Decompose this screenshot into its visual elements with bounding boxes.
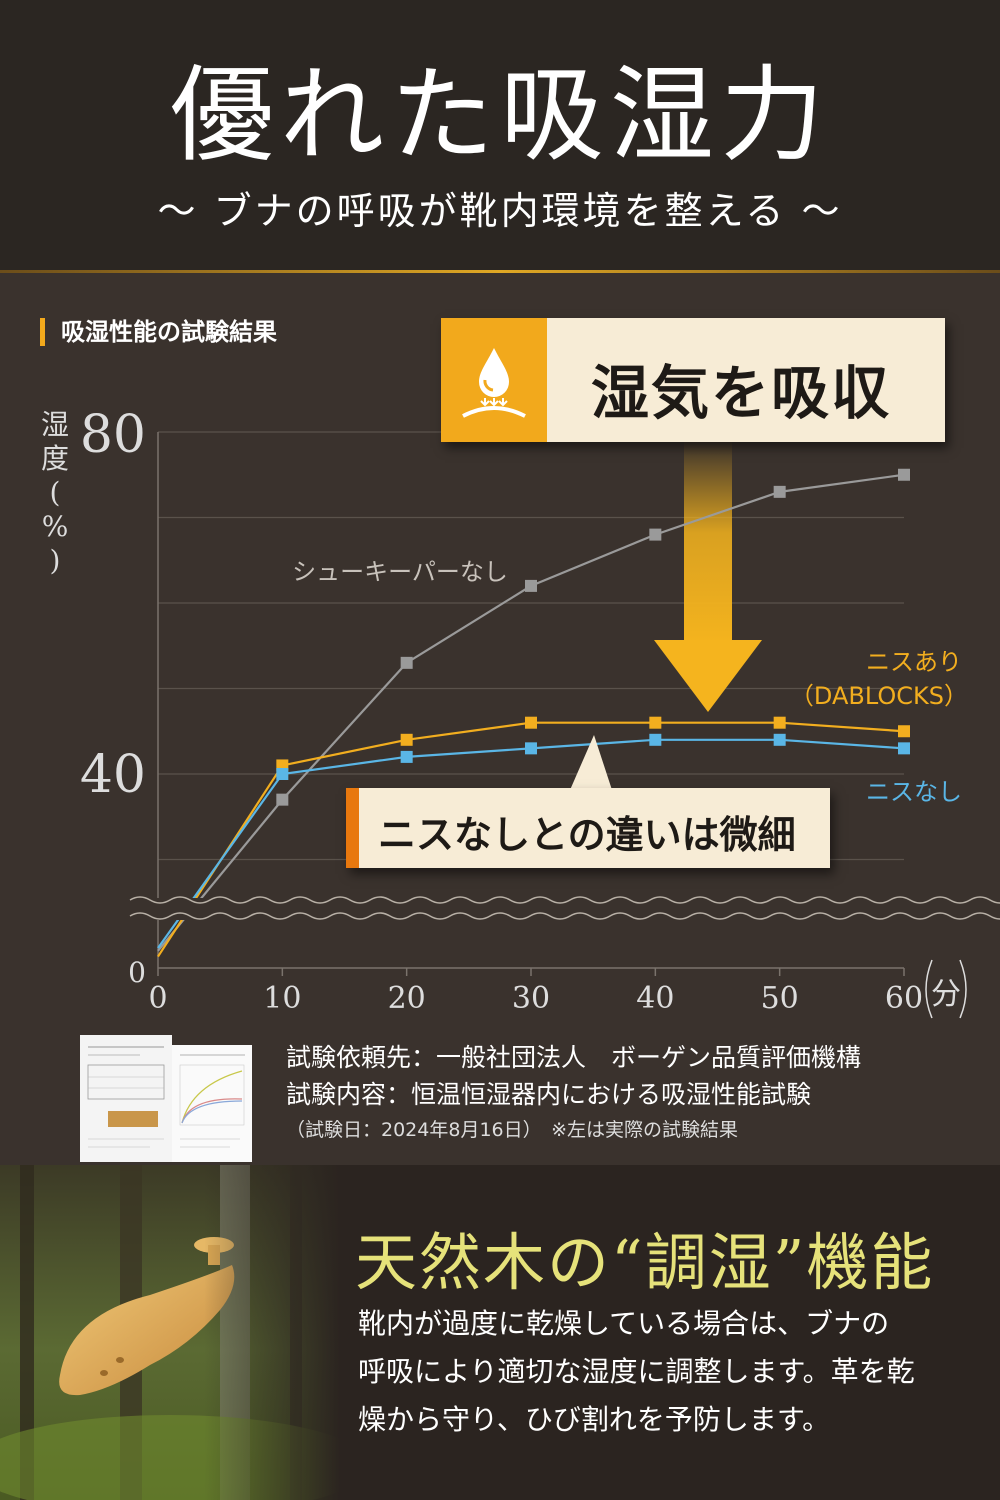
water-drop-icon xyxy=(441,318,547,442)
feature-body: 靴内が過度に乾燥している場合は、ブナの 呼吸により適切な湿度に調整します。革を乾… xyxy=(358,1300,978,1444)
feature-title: 天然木の“調湿”機能 xyxy=(355,1226,935,1299)
axis-break-wave xyxy=(129,896,1000,904)
axis-break-band xyxy=(130,898,975,920)
series-label-gray: シューキーパーなし xyxy=(292,558,508,586)
data-point xyxy=(525,716,537,729)
header xyxy=(0,0,1000,270)
data-point xyxy=(276,793,289,806)
data-point xyxy=(649,528,662,541)
data-point xyxy=(773,733,786,746)
x-axis-label: 分 xyxy=(931,977,961,1012)
page-subtitle: 〜 ブナの呼吸が靴内環境を整える 〜 xyxy=(157,189,843,233)
axis-break-wave xyxy=(129,912,1000,920)
feature-body-line: 燥から守り、ひび割れを予防します。 xyxy=(358,1403,831,1436)
data-point xyxy=(649,733,662,746)
header-divider xyxy=(0,270,1000,273)
callout-difference: ニスなしとの違いは微細 xyxy=(346,788,830,868)
feature-body-line: 呼吸により適切な湿度に調整します。革を乾 xyxy=(358,1355,915,1388)
data-point xyxy=(649,716,662,729)
x-tick-label: 50 xyxy=(761,981,799,1016)
x-tick-label: 20 xyxy=(388,981,426,1016)
x-axis-label-bracket xyxy=(959,959,967,1019)
x-tick-label: 0 xyxy=(148,981,167,1016)
feature-body-line: 靴内が過度に乾燥している場合は、ブナの xyxy=(358,1307,890,1340)
data-point xyxy=(773,485,786,498)
page-title: 優れた吸湿力 xyxy=(169,54,830,176)
y-tick-label: 0 xyxy=(128,956,146,989)
series-label-blue: ニスなし xyxy=(866,778,962,806)
series-line xyxy=(157,473,905,952)
test-report-thumbnail xyxy=(80,1035,252,1162)
test-info-content: 試験内容：恒温恒湿器内における吸湿性能試験 xyxy=(286,1080,812,1109)
x-tick-label: 30 xyxy=(512,981,550,1016)
chart-series xyxy=(157,468,910,958)
callout-text: 湿気を吸収 xyxy=(591,359,892,427)
axis-break xyxy=(129,896,1000,920)
note-text: ニスなしとの違いは微細 xyxy=(378,812,796,857)
data-point xyxy=(525,579,537,592)
data-point xyxy=(898,468,910,481)
x-tick-label: 10 xyxy=(263,981,301,1016)
y-axis-label: 湿度(%) xyxy=(40,408,69,577)
x-tick-label: 60 xyxy=(885,981,923,1016)
x-tick-label: 40 xyxy=(636,981,674,1016)
down-arrow-icon xyxy=(654,440,762,712)
note-accent-bar xyxy=(346,788,359,868)
data-point xyxy=(525,742,537,755)
chart-section-label: 吸湿性能の試験結果 xyxy=(40,318,277,346)
data-point xyxy=(276,768,289,780)
axis-ticks: 0 10 20 30 40 50 60 0 40 80 分 xyxy=(80,405,967,1019)
forest-shoe-tree-image xyxy=(0,1165,340,1500)
data-point xyxy=(400,733,413,746)
x-axis-label-bracket xyxy=(925,959,933,1019)
y-tick-label: 40 xyxy=(80,745,146,805)
series-label-yellow-sub: （DABLOCKS） xyxy=(790,682,968,710)
callout-absorb: 湿気を吸収 xyxy=(441,318,945,442)
data-point xyxy=(400,656,413,669)
data-point xyxy=(898,742,910,755)
data-point xyxy=(773,716,786,729)
y-tick-label: 80 xyxy=(80,405,146,465)
data-point xyxy=(400,750,413,763)
test-info-requester: 試験依頼先：一般社団法人 ボーゲン品質評価機構 xyxy=(286,1043,862,1072)
test-info-date: （試験日：2024年8月16日） ※左は実際の試験結果 xyxy=(286,1119,739,1141)
note-pointer xyxy=(570,735,612,790)
data-point xyxy=(898,725,910,738)
series-label-yellow: ニスあり xyxy=(866,648,962,676)
